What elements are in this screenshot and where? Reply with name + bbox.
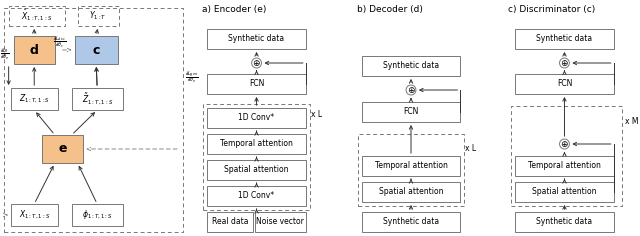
Text: $\oplus$: $\oplus$: [560, 139, 569, 149]
Text: 1D Conv*: 1D Conv*: [239, 114, 275, 122]
Text: $\phi_{1:T,1:S}$: $\phi_{1:T,1:S}$: [82, 209, 113, 221]
Text: $X_{1:T,1:S}$: $X_{1:T,1:S}$: [19, 209, 50, 221]
FancyBboxPatch shape: [362, 182, 460, 202]
Text: $\frac{\partial L_{disc}}{\partial\theta_c}$: $\frac{\partial L_{disc}}{\partial\theta…: [52, 34, 66, 50]
Text: Synthetic data: Synthetic data: [536, 218, 593, 227]
FancyBboxPatch shape: [207, 108, 306, 128]
FancyBboxPatch shape: [72, 204, 123, 226]
Text: Temporal attention: Temporal attention: [220, 139, 293, 148]
FancyBboxPatch shape: [362, 212, 460, 232]
FancyBboxPatch shape: [13, 36, 55, 64]
Text: 1D Conv*: 1D Conv*: [239, 191, 275, 201]
Text: Temporal attention: Temporal attention: [374, 161, 447, 170]
Text: $\oplus$: $\oplus$: [406, 85, 415, 95]
Text: Temporal attention: Temporal attention: [528, 161, 601, 170]
FancyBboxPatch shape: [362, 56, 460, 76]
FancyBboxPatch shape: [362, 102, 460, 122]
FancyBboxPatch shape: [74, 36, 118, 64]
FancyBboxPatch shape: [207, 160, 306, 180]
Text: a) Encoder (e): a) Encoder (e): [202, 5, 267, 14]
Text: FCN: FCN: [557, 80, 572, 88]
Text: $Y_{1:T}$: $Y_{1:T}$: [90, 9, 107, 22]
Text: Spatial attention: Spatial attention: [532, 187, 596, 197]
Text: Noise vector: Noise vector: [256, 218, 304, 227]
Text: c: c: [93, 43, 100, 56]
Text: x L: x L: [310, 110, 322, 119]
FancyBboxPatch shape: [11, 88, 58, 110]
Text: Synthetic data: Synthetic data: [383, 62, 439, 71]
Text: $Z_{1:T,1:S}$: $Z_{1:T,1:S}$: [19, 93, 50, 105]
FancyBboxPatch shape: [207, 134, 306, 154]
Text: d: d: [30, 43, 38, 56]
Text: FCN: FCN: [249, 80, 264, 88]
FancyBboxPatch shape: [515, 29, 614, 49]
FancyBboxPatch shape: [515, 182, 614, 202]
Text: $\oplus$: $\oplus$: [252, 58, 261, 68]
Circle shape: [559, 139, 570, 149]
FancyBboxPatch shape: [515, 74, 614, 94]
Text: $\oplus$: $\oplus$: [560, 58, 569, 68]
Text: b) Decoder (d): b) Decoder (d): [357, 5, 423, 14]
Text: FCN: FCN: [403, 108, 419, 117]
Text: Synthetic data: Synthetic data: [383, 218, 439, 227]
Text: Real data: Real data: [212, 218, 248, 227]
FancyBboxPatch shape: [72, 88, 123, 110]
FancyBboxPatch shape: [362, 156, 460, 176]
Circle shape: [252, 58, 262, 68]
FancyBboxPatch shape: [255, 212, 306, 232]
Text: c) Discriminator (c): c) Discriminator (c): [508, 5, 596, 14]
FancyBboxPatch shape: [207, 74, 306, 94]
FancyBboxPatch shape: [11, 204, 58, 226]
FancyBboxPatch shape: [515, 212, 614, 232]
Text: $\frac{\partial L_R}{\partial\theta_e}$: $\frac{\partial L_R}{\partial\theta_e}$: [0, 46, 9, 62]
Circle shape: [406, 85, 416, 95]
Text: e: e: [58, 143, 67, 156]
Text: x M: x M: [625, 117, 639, 126]
Text: Synthetic data: Synthetic data: [228, 34, 285, 43]
Text: Synthetic data: Synthetic data: [536, 34, 593, 43]
FancyBboxPatch shape: [515, 156, 614, 176]
Text: $\tilde{Z}_{1:T,1:S}$: $\tilde{Z}_{1:T,1:S}$: [81, 92, 113, 106]
Text: $\frac{\partial L_{gen}}{\partial\theta_e}$: $\frac{\partial L_{gen}}{\partial\theta_…: [185, 70, 198, 86]
Text: Spatial attention: Spatial attention: [224, 165, 289, 174]
Circle shape: [559, 58, 570, 68]
Text: Spatial attention: Spatial attention: [379, 187, 444, 197]
FancyBboxPatch shape: [207, 212, 253, 232]
Text: $\hat{X}_{1:T,1:S}$: $\hat{X}_{1:T,1:S}$: [21, 8, 52, 23]
Text: x L: x L: [465, 144, 476, 153]
FancyBboxPatch shape: [207, 186, 306, 206]
FancyBboxPatch shape: [207, 29, 306, 49]
FancyBboxPatch shape: [42, 135, 83, 163]
